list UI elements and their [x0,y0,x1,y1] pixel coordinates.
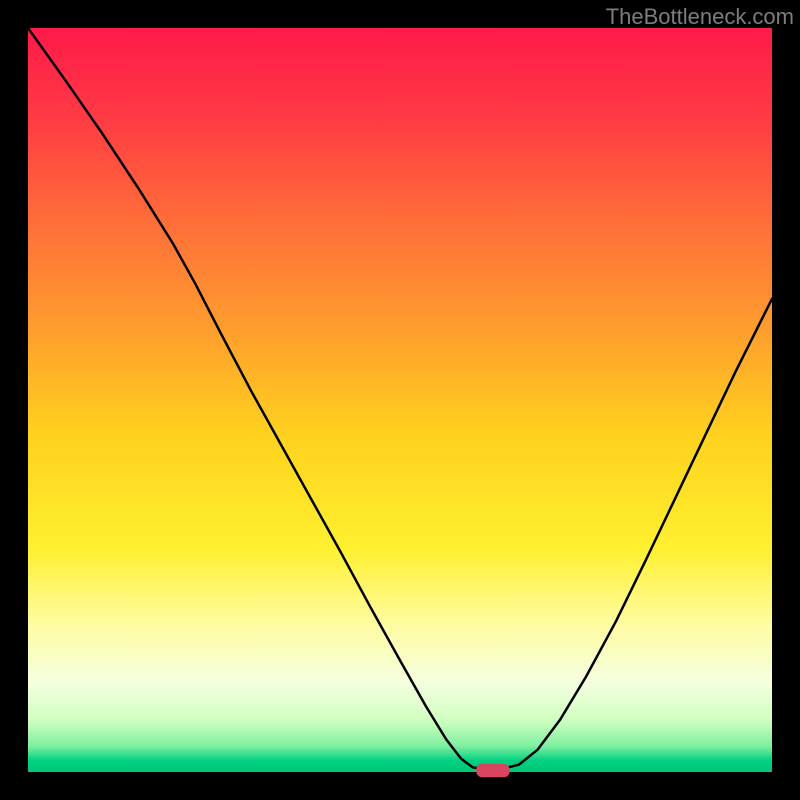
optimum-marker [476,764,509,777]
watermark-text: TheBottleneck.com [606,4,794,30]
chart-container: TheBottleneck.com [0,0,800,800]
bottleneck-chart [0,0,800,800]
